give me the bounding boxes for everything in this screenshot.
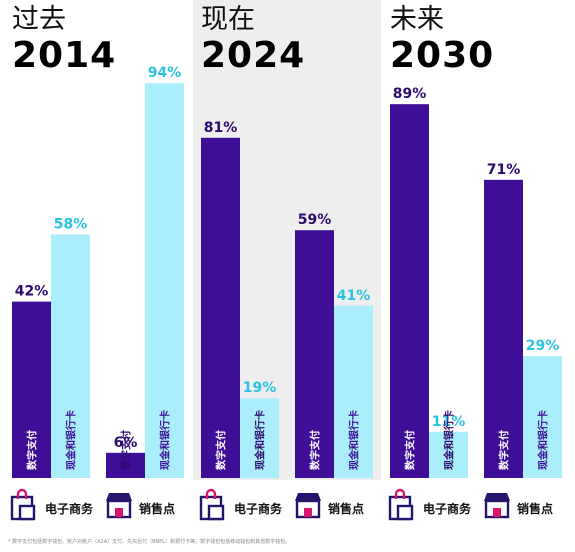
awning [295, 493, 321, 501]
shopping-bag-icon [388, 488, 414, 521]
bar-group: 6%数字支付 94% 现金和银行卡 [106, 65, 184, 478]
series-label: 现金和银行卡 [65, 410, 78, 470]
channel-label: 电子商务 [234, 501, 283, 516]
data-label: 6% [114, 435, 138, 451]
bar-digital [295, 230, 334, 478]
store-door [115, 508, 123, 517]
series-label: 数字支付 [26, 430, 39, 470]
bag-handle [205, 488, 217, 499]
series-label: 现金和银行卡 [348, 410, 361, 470]
bar-digital [484, 179, 523, 479]
bar-group: 89% 数字支付 11%现金和银行卡 [390, 86, 468, 478]
bar-group: 81% 数字支付 19% 现金和银行卡 [201, 120, 279, 479]
data-label: 29% [526, 338, 560, 354]
bar-group: 59% 数字支付 41% 现金和银行卡 [295, 212, 373, 478]
bar-cash [51, 234, 90, 478]
data-label: 11% [432, 414, 466, 430]
series-label: 现金和银行卡 [443, 410, 456, 470]
data-label: 94% [148, 65, 182, 81]
channel-legend: 销售点 [106, 493, 175, 519]
series-label: 数字支付 [498, 430, 511, 470]
bar-cash [523, 356, 562, 478]
period-year: 2030 [390, 35, 495, 76]
data-label: 71% [487, 162, 521, 178]
storefront-icon [106, 493, 132, 519]
series-label: 数字支付 [120, 430, 133, 470]
data-label: 42% [15, 284, 49, 300]
bag-front [18, 504, 36, 521]
channel-legend: 销售点 [295, 493, 364, 519]
series-label: 数字支付 [215, 430, 228, 470]
channel-legend: 销售点 [484, 493, 553, 519]
store-door [493, 508, 501, 517]
data-label: 81% [204, 120, 238, 136]
period-label: 未来 [390, 4, 444, 35]
data-label: 19% [243, 380, 277, 396]
data-label: 58% [54, 216, 88, 232]
bag-front [207, 504, 225, 521]
awning [484, 493, 510, 501]
bar-digital [12, 301, 51, 478]
bar-cash [334, 305, 373, 478]
period-future: 未来 2030 [390, 4, 575, 76]
bar-cash [240, 398, 279, 478]
bar-digital [106, 452, 145, 478]
bar-digital [390, 104, 429, 478]
storefront-icon [484, 493, 510, 519]
period-year: 2014 [12, 35, 117, 76]
period-past: 过去 2014 [12, 4, 197, 76]
bag-handle [394, 488, 406, 499]
bar-digital [201, 137, 240, 479]
channel-label: 销售点 [517, 501, 553, 516]
bar-group: 71% 数字支付 29% 现金和银行卡 [484, 162, 562, 479]
footnote: * 数字支付包括数字钱包、账户对账户（A2A）支付、先买后付（BNPL）和预付卡… [8, 539, 291, 545]
channel-label: 电子商务 [45, 501, 94, 516]
series-label: 数字支付 [309, 430, 322, 470]
period-present: 现在 2024 [201, 4, 386, 76]
series-label: 现金和银行卡 [254, 410, 267, 470]
period-label: 现在 [201, 4, 255, 35]
bag-front [396, 504, 414, 521]
bag-handle [16, 488, 28, 499]
channel-legend: 电子商务 [388, 488, 472, 521]
series-label: 现金和银行卡 [159, 410, 172, 470]
shopping-bag-icon [10, 488, 36, 521]
bar-cash [145, 83, 184, 478]
bar-cash [429, 431, 468, 478]
data-label: 41% [337, 288, 371, 304]
shopping-bag-icon [199, 488, 225, 521]
channel-label: 销售点 [328, 501, 364, 516]
period-year: 2024 [201, 35, 306, 76]
storefront-icon [295, 493, 321, 519]
channel-legend: 电子商务 [10, 488, 94, 521]
store-door [304, 508, 312, 517]
series-label: 现金和银行卡 [537, 410, 550, 470]
channel-legend: 电子商务 [199, 488, 283, 521]
awning [106, 493, 132, 501]
period-label: 过去 [12, 4, 66, 35]
data-label: 89% [393, 86, 427, 102]
data-label: 59% [298, 212, 332, 228]
series-label: 数字支付 [404, 430, 417, 470]
channel-label: 电子商务 [423, 501, 472, 516]
channel-label: 销售点 [139, 501, 175, 516]
bar-group: 42% 数字支付 58% 现金和银行卡 [12, 216, 90, 478]
